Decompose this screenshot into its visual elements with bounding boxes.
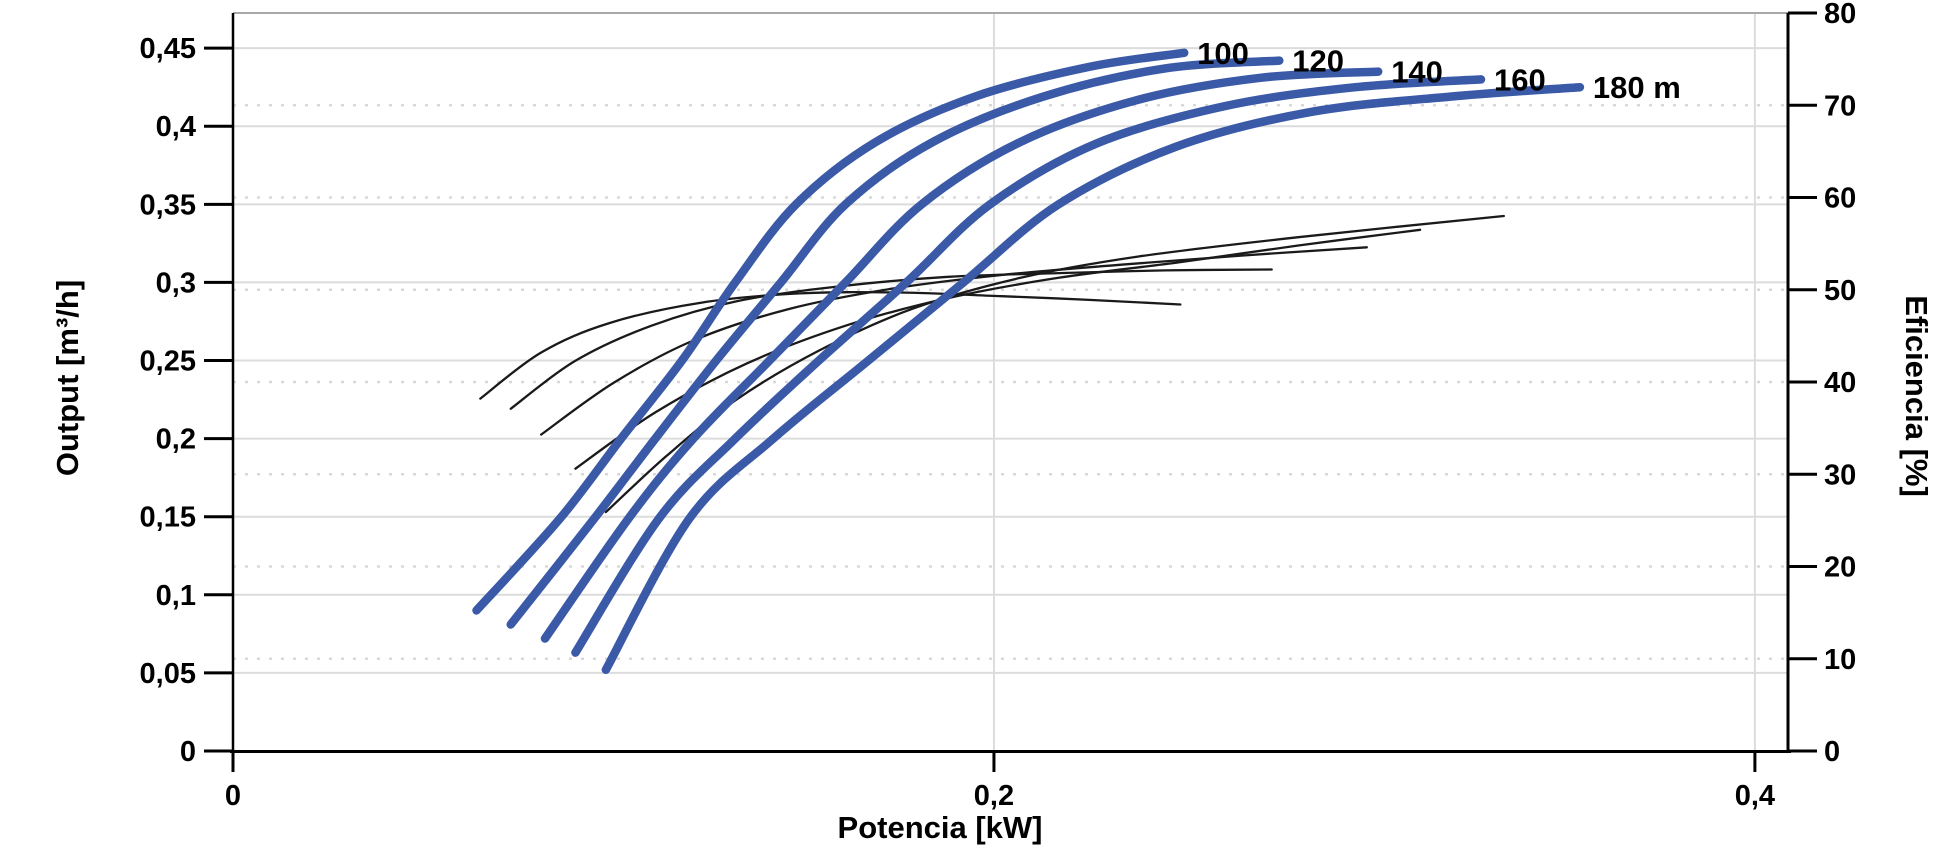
efficiency-curve-120	[509, 268, 1273, 410]
axes	[230, 12, 1791, 753]
y-left-tick-label: 0,2	[156, 424, 196, 456]
head-curve-label-140: 140	[1391, 55, 1443, 90]
y-left-tick-label: 0	[180, 736, 196, 768]
head-curve-100	[472, 48, 1189, 615]
gridlines	[233, 13, 1788, 751]
curve-labels: 100 120 140 160 180 m	[1197, 36, 1681, 105]
head-curve-160	[571, 75, 1486, 657]
y-right-tick-label: 40	[1824, 367, 1856, 399]
y-left-tick-label: 0,15	[140, 502, 196, 534]
y-right-tick-label: 0	[1824, 736, 1840, 768]
head-curve-140	[540, 67, 1383, 643]
efficiency-curve-100	[479, 291, 1182, 400]
y-left-tick-label: 0,45	[140, 33, 196, 65]
x-tick-label: 0	[225, 780, 241, 812]
head-curve-label-120: 120	[1292, 44, 1344, 79]
y-right-tick-label: 20	[1824, 552, 1856, 584]
head-curve-label-160: 160	[1494, 62, 1546, 97]
head-curve-180	[601, 82, 1585, 675]
y-right-tick-label: 50	[1824, 275, 1856, 307]
y-axis-left-title: Output [m³/h]	[50, 280, 85, 476]
y-left-tick-label: 0,25	[140, 346, 196, 378]
y-right-tick-label: 80	[1824, 0, 1856, 30]
head-curve-label-100: 100	[1197, 36, 1249, 71]
x-axis-title: Potencia [kW]	[838, 810, 1043, 845]
x-tick-label: 0,4	[1735, 780, 1775, 812]
y-right-tick-label: 60	[1824, 183, 1856, 215]
head-curves	[472, 48, 1585, 675]
y-right-tick-label: 70	[1824, 90, 1856, 122]
y-left-tick-label: 0,3	[156, 267, 196, 299]
y-right-tick-label: 10	[1824, 644, 1856, 676]
y-axis-right-title: Eficiencia [%]	[1899, 295, 1934, 497]
y-left-tick-label: 0,1	[156, 580, 196, 612]
head-curve-label-180: 180 m	[1593, 70, 1681, 105]
y-left-tick-label: 0,35	[140, 189, 196, 221]
y-right-tick-label: 30	[1824, 459, 1856, 491]
tick-marks	[204, 11, 1817, 772]
head-curve-120	[506, 56, 1284, 629]
y-left-tick-label: 0,4	[156, 111, 196, 143]
y-left-tick-label: 0,05	[140, 658, 196, 690]
x-tick-label: 0,2	[974, 780, 1014, 812]
